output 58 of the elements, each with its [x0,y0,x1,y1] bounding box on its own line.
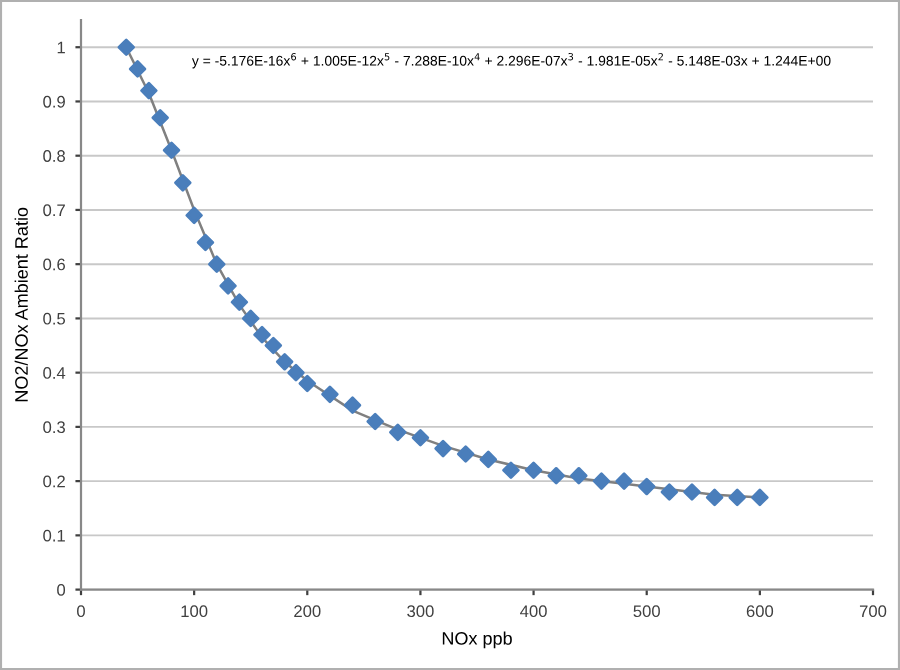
y-tick-label: 0.1 [43,529,65,542]
x-tick-label: 700 [859,605,887,618]
point [592,472,611,490]
x-tick-label: 100 [181,605,208,618]
point [321,385,339,404]
x-tick-label: 300 [407,605,434,618]
x-tick-label: 600 [746,605,774,618]
point [185,206,203,225]
y-tick-label: 0.3 [43,421,65,434]
point [275,353,294,371]
point [502,461,520,480]
point [230,293,249,311]
y-tick-label: 1 [57,41,65,54]
point [751,488,769,507]
point [140,81,158,100]
x-tick-label: 500 [633,605,660,618]
y-tick-label: 0.6 [43,258,65,271]
x-tick-label: 200 [294,605,321,618]
x-tick-label: 400 [520,605,547,618]
point [151,108,169,127]
point [524,461,543,480]
y-tick-label: 0.7 [43,204,65,217]
point [411,428,430,447]
point [366,412,384,431]
point [479,450,498,469]
point [208,255,226,273]
point [637,477,656,496]
point [343,396,362,414]
y-tick-label: 0.9 [43,95,65,108]
point [162,141,181,160]
point [705,488,724,507]
point [456,445,475,463]
point [253,325,271,344]
point [434,439,452,458]
point [196,233,215,252]
y-tick-label: 0.4 [43,367,66,379]
point [128,60,147,78]
point [728,488,746,507]
point [287,363,305,382]
x-tick-label: 0 [77,605,85,618]
point [660,483,679,501]
point [547,466,565,485]
point [298,374,317,393]
y-tick-label: 0 [57,584,66,596]
y-tick-label: 0.8 [43,150,65,162]
y-tick-label: 0.2 [43,475,65,488]
point [683,483,701,501]
point [264,336,283,355]
point [389,423,407,442]
point [570,466,588,485]
y-axis-title: NO2/NOx Ambient Ratio [14,207,28,402]
point [219,277,237,295]
y-tick-label: 0.5 [43,312,66,325]
point [117,38,135,56]
point [174,174,192,192]
x-axis-title: NOx ppb [442,631,512,649]
point [241,309,260,328]
point [615,472,633,490]
